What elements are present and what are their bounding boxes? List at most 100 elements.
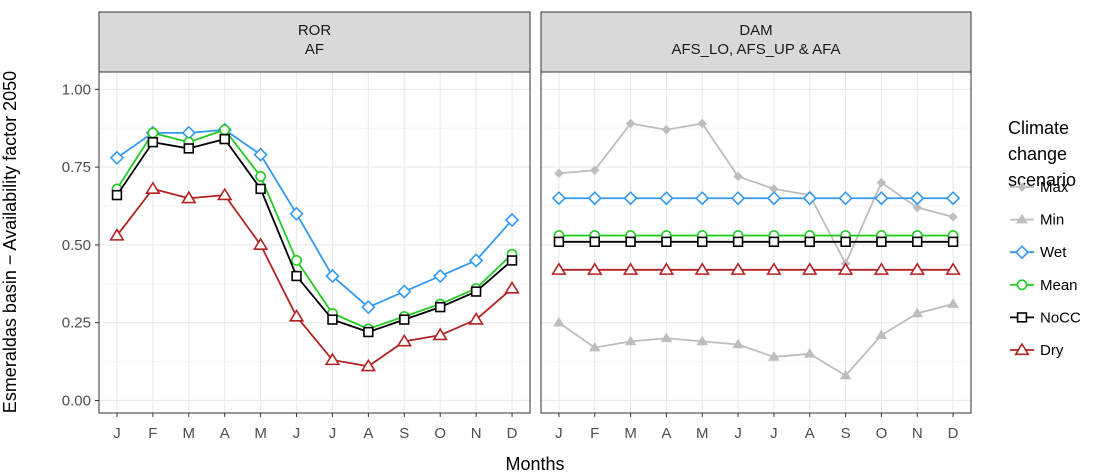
x-tick-label: O (876, 425, 888, 442)
data-point (396, 333, 413, 347)
data-point (291, 270, 302, 282)
x-tick-label: M (696, 425, 709, 442)
data-point (587, 262, 603, 275)
data-point (111, 189, 123, 201)
data-point (768, 236, 780, 247)
data-point (551, 262, 567, 275)
legend-key-marker (1016, 213, 1028, 224)
data-point (551, 191, 567, 206)
data-point (363, 326, 374, 338)
legend-title: scenario (1008, 170, 1076, 190)
data-point (625, 236, 636, 247)
x-tick-label: J (734, 425, 742, 442)
data-point (399, 314, 410, 325)
x-tick-label: S (841, 425, 851, 442)
data-point (945, 262, 961, 275)
data-point (910, 191, 925, 206)
legend-item (1010, 342, 1034, 356)
y-tick-label: 1.00 (62, 81, 91, 98)
data-point (181, 190, 197, 204)
x-tick-label: J (770, 425, 778, 442)
data-point (804, 236, 815, 247)
data-point (623, 191, 638, 206)
data-point (766, 191, 782, 206)
legend-key-marker (1014, 342, 1030, 356)
panel-strip (98, 11, 531, 73)
data-point (732, 338, 744, 349)
y-tick-label: 0.75 (62, 159, 91, 176)
data-point (947, 236, 959, 247)
data-point (397, 284, 412, 299)
series-line (116, 187, 513, 368)
series-dry (109, 181, 520, 372)
data-point (504, 280, 520, 294)
strip-label: ROR (298, 22, 332, 39)
legend-label: Max (1040, 179, 1069, 196)
data-point (324, 352, 341, 366)
data-point (945, 191, 961, 206)
data-point (589, 236, 600, 247)
data-point (433, 268, 448, 284)
series-line (558, 122, 954, 265)
data-point (361, 300, 376, 315)
legend-item (1010, 213, 1034, 224)
data-point (658, 262, 675, 275)
data-point (435, 301, 446, 313)
data-point (766, 262, 782, 275)
series-wet (551, 191, 961, 206)
y-axis-title: Esmeraldas basin − Availability factor 2… (0, 71, 20, 413)
legend-label: Mean (1040, 277, 1078, 294)
data-point (874, 191, 889, 206)
data-point (147, 137, 159, 148)
data-point (661, 236, 672, 247)
y-tick-label: 0.00 (62, 393, 91, 410)
data-point (802, 262, 818, 275)
x-tick-label: S (399, 425, 409, 442)
data-point (660, 332, 673, 343)
data-point (109, 150, 125, 165)
data-point (253, 147, 268, 162)
legend-item (1010, 182, 1034, 192)
data-point (506, 255, 518, 266)
data-point (360, 358, 377, 372)
x-tick-label: J (113, 425, 121, 442)
x-tick-label: A (805, 425, 815, 442)
x-tick-label: A (220, 425, 230, 442)
data-point (694, 262, 710, 275)
legend-key-marker (1014, 245, 1030, 260)
x-tick-label: M (183, 425, 196, 442)
data-point (733, 171, 743, 182)
legend-key-marker (1017, 182, 1027, 192)
legend-title: Climate (1008, 118, 1069, 138)
x-axis-title: Months (505, 454, 564, 474)
panel-border (540, 71, 972, 414)
data-point (876, 177, 887, 188)
legend-title: change (1008, 144, 1067, 164)
x-tick-label: M (254, 425, 267, 442)
data-point (183, 143, 194, 154)
series-line (558, 303, 954, 377)
panel-strip (540, 11, 972, 73)
series-dry (551, 262, 961, 275)
data-point (289, 206, 304, 221)
data-point (553, 236, 565, 247)
data-point (327, 314, 338, 325)
data-point (470, 286, 482, 297)
legend-label: NoCC (1040, 309, 1081, 326)
x-tick-label: D (948, 425, 959, 442)
x-tick-label: M (624, 425, 637, 442)
data-point (587, 191, 602, 206)
data-point (912, 236, 923, 247)
data-point (697, 236, 708, 247)
data-point (325, 268, 340, 284)
data-point (468, 253, 484, 268)
data-point (145, 181, 161, 195)
y-tick-label: 0.50 (62, 237, 91, 254)
data-point (255, 183, 266, 195)
legend-label: Min (1040, 212, 1064, 229)
data-point (948, 212, 958, 222)
data-point (553, 316, 565, 327)
legend-label: Wet (1040, 244, 1067, 261)
data-point (909, 262, 925, 275)
